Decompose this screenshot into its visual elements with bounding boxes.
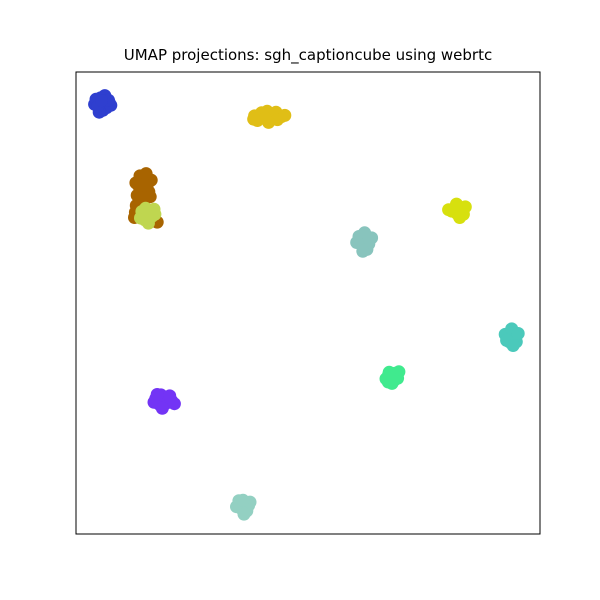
chart-title: UMAP projections: sgh_captioncube using … (123, 46, 493, 64)
plot-frame (75, 71, 541, 535)
scatter-point (237, 507, 251, 521)
scatter-point (511, 327, 525, 340)
scatter-point (450, 197, 463, 211)
scatter-point (258, 111, 272, 125)
scatter-point (143, 190, 157, 204)
points-layer (88, 89, 525, 521)
scatter-point (139, 201, 153, 215)
scatter-point (247, 112, 261, 126)
scatter-point (95, 94, 108, 108)
scatter-point (506, 339, 520, 352)
scatter-point (148, 207, 162, 221)
scatter-point (278, 108, 292, 122)
scatter-point (365, 231, 379, 245)
scatter-point (382, 368, 396, 382)
scatter-point (236, 493, 250, 507)
scatter-point (150, 388, 164, 401)
scatter-point (139, 167, 153, 181)
scatter-point (163, 389, 177, 403)
scatter-point (356, 244, 370, 258)
scatter-point (129, 176, 143, 190)
scatter-point (155, 401, 169, 415)
scatter-point (456, 207, 470, 221)
